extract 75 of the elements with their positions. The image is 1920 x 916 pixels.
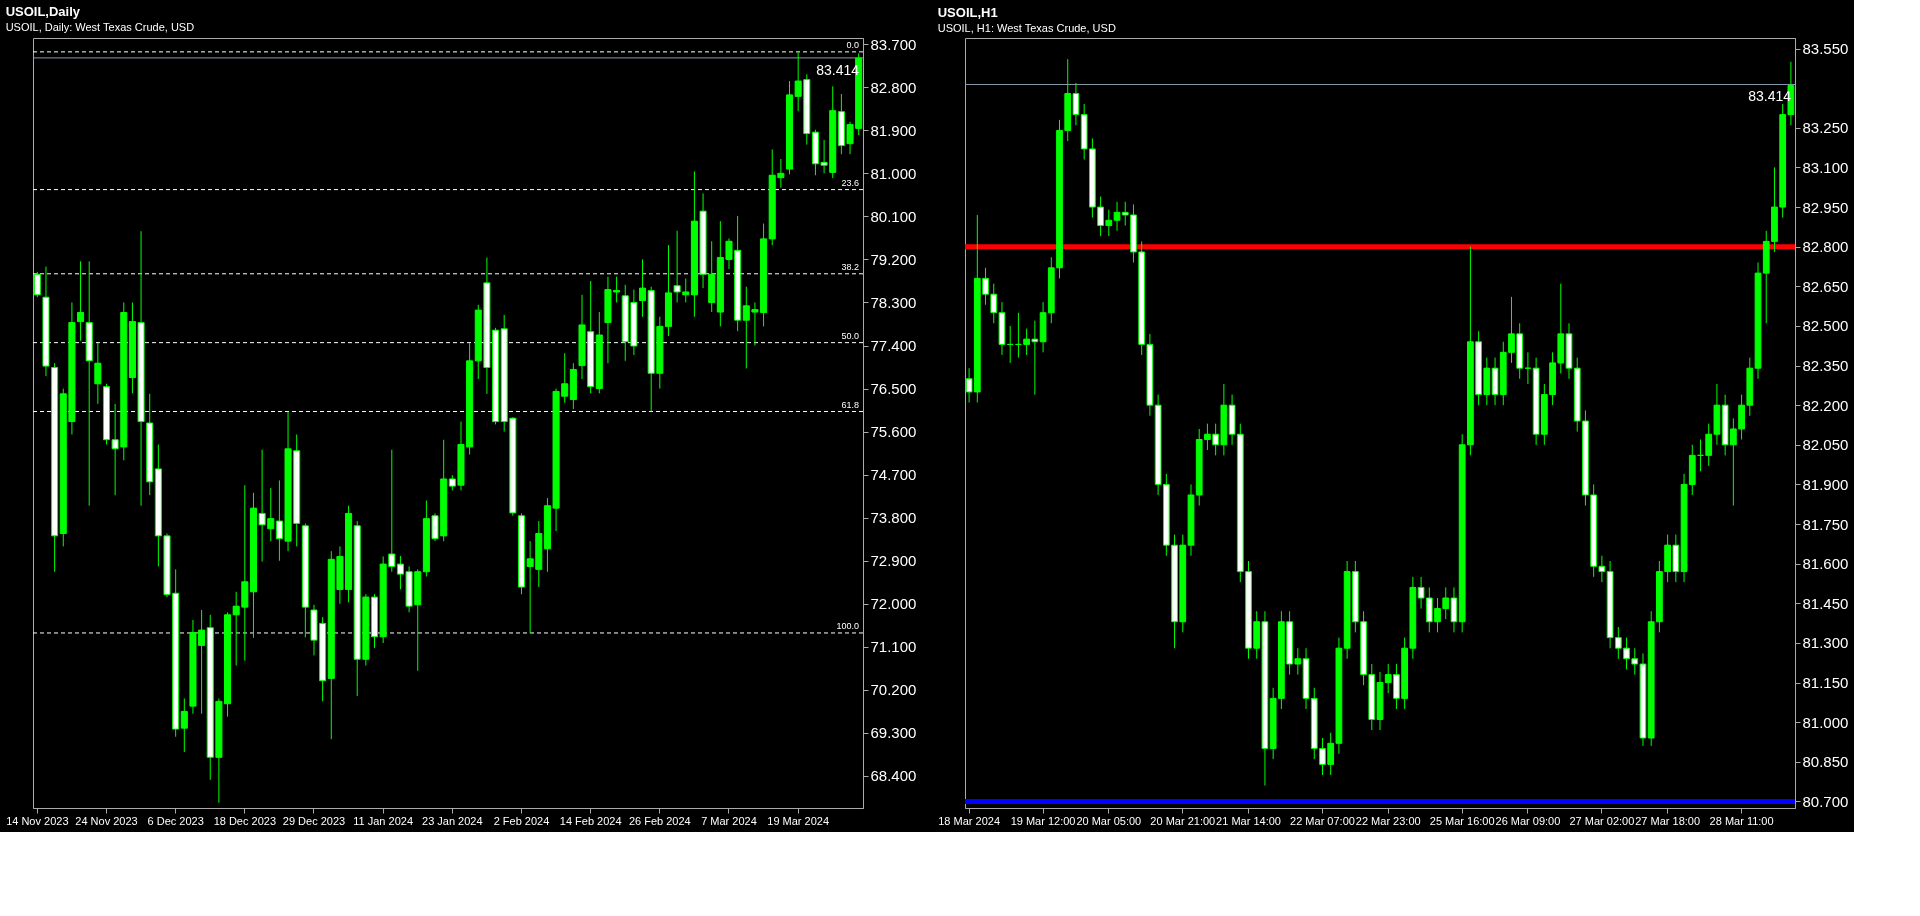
chart-title: USOIL,Daily bbox=[5, 4, 81, 20]
x-tick-label: 22 Mar 23:00 bbox=[1355, 814, 1421, 827]
x-tick-label: 18 Mar 2024 bbox=[938, 814, 1000, 827]
chart-subtitle: USOIL, Daily: West Texas Crude, USD bbox=[5, 21, 195, 34]
y-tick-label: 75.600 bbox=[870, 423, 917, 441]
x-tick-label: 2 Feb 2024 bbox=[493, 814, 550, 827]
y-tick-label: 71.100 bbox=[870, 638, 917, 656]
y-tick-label: 82.200 bbox=[1802, 396, 1849, 414]
x-tick-label: 19 Mar 12:00 bbox=[1010, 814, 1076, 827]
x-tick-label: 25 Mar 16:00 bbox=[1429, 814, 1495, 827]
candlestick bbox=[77, 260, 85, 342]
y-tick-label: 72.900 bbox=[870, 552, 917, 570]
y-tick-label: 77.400 bbox=[870, 337, 917, 355]
y-tick-label: 70.200 bbox=[870, 681, 917, 699]
x-tick-label: 23 Jan 2024 bbox=[422, 814, 483, 827]
y-tick-label: 81.750 bbox=[1802, 515, 1849, 533]
x-tick-label: 14 Feb 2024 bbox=[559, 814, 622, 827]
y-tick-label: 74.700 bbox=[870, 466, 917, 484]
chart-title: USOIL,H1 bbox=[937, 5, 998, 20]
y-tick-label: 82.650 bbox=[1802, 277, 1849, 295]
x-tick-label: 27 Mar 02:00 bbox=[1569, 814, 1635, 827]
annotation: 100.0 bbox=[836, 620, 859, 631]
x-tick-label: 18 Dec 2023 bbox=[213, 814, 277, 827]
x-tick-label: 26 Feb 2024 bbox=[628, 814, 691, 827]
x-tick-label: 7 Mar 2024 bbox=[701, 814, 757, 827]
y-tick-label: 78.300 bbox=[870, 293, 917, 311]
annotation: 0.0 bbox=[846, 39, 859, 50]
y-tick-label: 81.150 bbox=[1802, 674, 1849, 692]
y-tick-label: 82.350 bbox=[1802, 357, 1849, 375]
y-tick-label: 82.800 bbox=[1802, 238, 1849, 256]
y-tick-label: 82.800 bbox=[870, 78, 917, 96]
x-tick-label: 19 Mar 2024 bbox=[767, 814, 830, 827]
x-tick-label: 22 Mar 07:00 bbox=[1290, 814, 1355, 827]
y-tick-label: 82.950 bbox=[1802, 198, 1849, 216]
candlestick bbox=[180, 697, 188, 753]
x-tick-label: 29 Dec 2023 bbox=[282, 814, 346, 827]
annotation: 23.6 bbox=[841, 177, 859, 188]
y-tick-label: 81.000 bbox=[870, 164, 917, 182]
y-tick-label: 83.250 bbox=[1802, 119, 1849, 137]
candlestick bbox=[94, 342, 102, 405]
y-tick-label: 80.700 bbox=[1802, 792, 1849, 810]
y-tick-label: 76.500 bbox=[870, 380, 917, 398]
y-tick-label: 69.300 bbox=[870, 724, 917, 742]
y-tick-label: 83.100 bbox=[1802, 158, 1849, 176]
y-tick-label: 82.050 bbox=[1802, 436, 1849, 454]
y-tick-label: 83.550 bbox=[1802, 40, 1849, 58]
x-tick-label: 26 Mar 09:00 bbox=[1495, 814, 1561, 827]
y-tick-label: 81.900 bbox=[870, 121, 917, 139]
x-tick-label: 14 Nov 2023 bbox=[6, 814, 69, 827]
y-tick-label: 72.000 bbox=[870, 595, 917, 613]
annotation: 61.8 bbox=[841, 399, 859, 410]
y-tick-label: 81.450 bbox=[1802, 594, 1849, 612]
x-tick-label: 24 Nov 2023 bbox=[75, 814, 138, 827]
x-tick-label: 11 Jan 2024 bbox=[353, 814, 414, 827]
x-tick-label: 20 Mar 21:00 bbox=[1150, 814, 1216, 827]
x-tick-label: 28 Mar 11:00 bbox=[1709, 814, 1774, 827]
y-tick-label: 81.900 bbox=[1802, 475, 1849, 493]
y-tick-label: 68.400 bbox=[870, 767, 917, 785]
y-tick-label: 81.600 bbox=[1802, 555, 1849, 573]
y-tick-label: 80.100 bbox=[870, 207, 917, 225]
y-tick-label: 81.300 bbox=[1802, 634, 1849, 652]
y-tick-label: 80.850 bbox=[1802, 753, 1849, 771]
y-tick-label: 81.000 bbox=[1802, 713, 1849, 731]
x-tick-label: 27 Mar 18:00 bbox=[1635, 814, 1701, 827]
x-tick-label: 20 Mar 05:00 bbox=[1076, 814, 1142, 827]
y-tick-label: 73.800 bbox=[870, 509, 917, 527]
y-tick-label: 83.700 bbox=[870, 35, 917, 53]
x-tick-label: 21 Mar 14:00 bbox=[1216, 814, 1281, 827]
chart-subtitle: USOIL, H1: West Texas Crude, USD bbox=[937, 22, 1116, 34]
y-tick-label: 79.200 bbox=[870, 250, 917, 268]
annotation: 38.2 bbox=[841, 261, 859, 272]
annotation: 50.0 bbox=[841, 330, 859, 341]
x-tick-label: 6 Dec 2023 bbox=[147, 814, 204, 827]
candlestick bbox=[639, 258, 647, 318]
y-tick-label: 82.500 bbox=[1802, 317, 1849, 335]
